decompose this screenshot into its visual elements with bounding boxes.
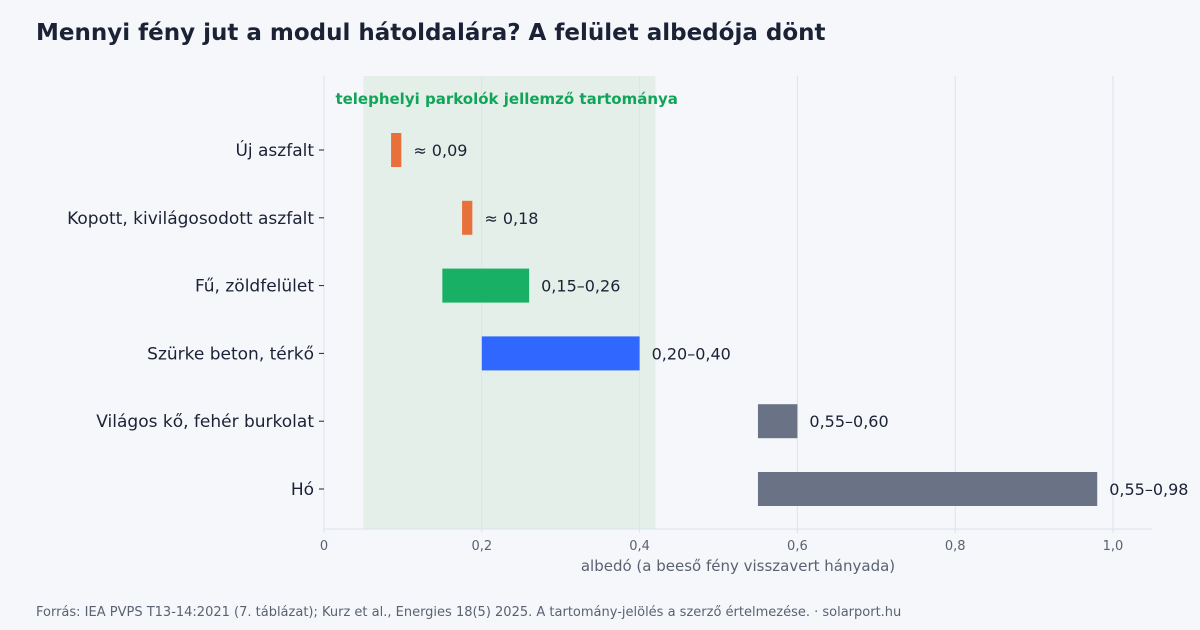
chart-title: Mennyi fény jut a modul hátoldalára? A f… — [36, 20, 826, 46]
range-bar — [462, 200, 473, 235]
source-footnote: Forrás: IEA PVPS T13-14:2021 (7. tábláza… — [36, 605, 902, 620]
band-label: telephelyi parkolók jellemző tartománya — [335, 90, 677, 108]
x-tick-label: 0,4 — [629, 539, 650, 554]
category-label: Fű, zöldfelület — [195, 277, 314, 297]
value-label: 0,55–0,60 — [809, 412, 888, 431]
range-bar — [391, 133, 402, 167]
x-tick-label: 0,6 — [787, 539, 808, 554]
range-bar — [757, 472, 1098, 506]
value-label: 0,20–0,40 — [652, 344, 731, 363]
value-label: 0,55–0,98 — [1109, 480, 1188, 499]
range-bar — [481, 336, 640, 371]
value-label: ≈ 0,18 — [484, 209, 538, 228]
category-label: Szürke beton, térkő — [147, 344, 314, 364]
range-bar — [442, 268, 530, 303]
category-label: Hó — [291, 480, 314, 500]
category-label: Új aszfalt — [235, 139, 314, 161]
x-tick-label: 0 — [320, 539, 328, 554]
x-tick-label: 0,8 — [945, 539, 966, 554]
range-bar — [757, 404, 798, 439]
category-label: Kopott, kivilágosodott aszfalt — [67, 209, 314, 229]
category-label: Világos kő, fehér burkolat — [96, 412, 314, 432]
x-axis-label: albedó (a beeső fény visszavert hányada) — [581, 557, 895, 575]
value-label: 0,15–0,26 — [541, 277, 620, 296]
value-label: ≈ 0,09 — [413, 141, 467, 160]
x-tick-label: 1,0 — [1103, 539, 1124, 554]
x-tick-label: 0,2 — [471, 539, 492, 554]
